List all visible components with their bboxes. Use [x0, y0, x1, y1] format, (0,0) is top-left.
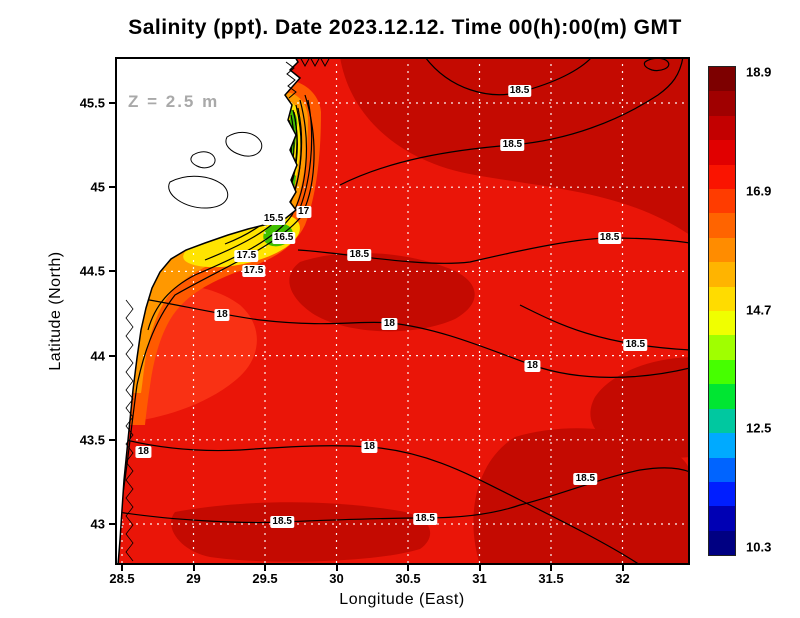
colorbar-segment: [709, 457, 735, 482]
x-tick-mark: [121, 565, 123, 571]
y-tick-mark: [109, 523, 115, 525]
colorbar-segment: [709, 91, 735, 116]
plot-title: Salinity (ppt). Date 2023.12.12. Time 00…: [128, 16, 682, 39]
y-tick-mark: [109, 270, 115, 273]
y-tick-label: 44: [90, 348, 105, 364]
y-tick-mark: [109, 438, 115, 441]
x-tick-mark: [621, 565, 624, 571]
colorbar-segment: [709, 237, 735, 263]
contour-label: 18.5: [507, 85, 532, 98]
x-tick-mark: [550, 565, 552, 571]
colorbar-segment: [709, 67, 735, 92]
colorbar-segment: [709, 189, 735, 214]
x-tick-label: 29.5: [252, 571, 278, 586]
x-tick-label: 30: [329, 571, 344, 586]
colorbar-segment: [709, 311, 735, 336]
depth-annotation: Z = 2.5 m: [128, 92, 220, 111]
contour-label: 18: [135, 445, 151, 458]
x-tick-mark: [192, 565, 195, 571]
land: [115, 57, 331, 565]
x-tick-mark: [407, 565, 409, 571]
coast-hatching: [125, 57, 331, 562]
colorbar-tick-label: 18.9: [746, 64, 772, 80]
contour-label: 16.5: [271, 231, 296, 244]
colorbar-segment: [709, 481, 735, 507]
y-tick-label: 43: [90, 516, 105, 532]
colorbar-segment: [709, 433, 735, 458]
y-tick-mark: [109, 102, 115, 104]
contour-label: 15.5: [261, 213, 286, 226]
contour-label: 18.5: [623, 339, 648, 352]
contour-label: 18.5: [413, 512, 437, 525]
colorbar: [708, 66, 736, 556]
colorbar-tick-label: 12.5: [746, 420, 772, 436]
colorbar-segment: [709, 408, 735, 434]
colorbar-tick-label: 10.3: [746, 539, 772, 555]
y-tick-label: 45: [90, 179, 105, 195]
contour-label: 17.5: [241, 265, 266, 278]
x-tick-mark: [335, 565, 338, 571]
contour-label: 17.5: [234, 250, 259, 263]
colorbar-segment: [709, 506, 735, 531]
lagoon-outlines: [168, 131, 263, 209]
y-tick-mark: [109, 186, 115, 189]
x-axis-title: Longitude (East): [339, 591, 465, 608]
contour-label: 18: [214, 309, 230, 322]
contour-label: 18.5: [270, 516, 294, 529]
x-tick-mark: [264, 565, 266, 571]
colorbar-segment: [709, 115, 735, 141]
colorbar-segment: [709, 530, 735, 556]
contour-label: 18.5: [597, 231, 622, 244]
salinity-map: [115, 57, 690, 565]
colorbar-tick-label: 16.9: [746, 183, 772, 199]
colorbar-segment: [709, 262, 735, 287]
y-tick-label: 44.5: [79, 263, 105, 279]
x-tick-label: 31.5: [538, 571, 564, 586]
colorbar-segment: [709, 359, 735, 385]
contour-label: 17: [296, 206, 312, 219]
contour-label: 18.5: [573, 472, 598, 485]
y-axis-title: Latitude (North): [47, 251, 64, 371]
colorbar-segment: [709, 213, 735, 238]
colorbar-segment: [709, 335, 735, 360]
y-tick-mark: [109, 354, 115, 357]
plot-frame: [115, 57, 690, 565]
x-tick-label: 30.5: [395, 571, 421, 586]
y-tick-label: 43.5: [79, 432, 105, 448]
contour-label: 18: [524, 359, 540, 372]
contour-label: 18.5: [347, 248, 372, 261]
colorbar-segment: [709, 164, 735, 190]
contour-label: 18: [361, 440, 377, 453]
x-tick-label: 32: [615, 571, 630, 586]
contour-label: 18.5: [500, 139, 525, 152]
x-tick-label: 28.5: [109, 571, 135, 586]
sea-field: [115, 57, 690, 565]
x-tick-label: 31: [472, 571, 487, 586]
coastline: [115, 57, 302, 565]
colorbar-segment: [709, 384, 735, 409]
x-tick-label: 29: [186, 571, 201, 586]
colorbar-tick-label: 14.7: [746, 302, 772, 317]
colorbar-segment: [709, 140, 735, 165]
y-tick-label: 45.5: [79, 95, 105, 111]
x-tick-mark: [478, 565, 481, 571]
contour-label: 18: [381, 317, 397, 330]
colorbar-segment: [709, 286, 735, 312]
